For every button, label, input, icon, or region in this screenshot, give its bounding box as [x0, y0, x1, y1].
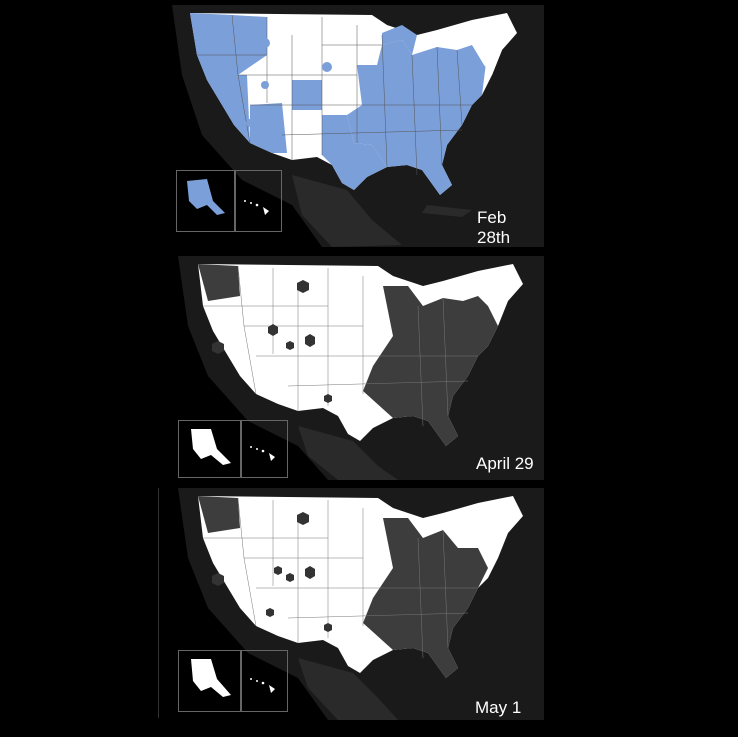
map-panel-may: May 1	[178, 488, 544, 720]
marker	[261, 81, 269, 89]
panel-caption: Feb 28th	[477, 208, 511, 247]
marker	[268, 324, 278, 336]
cuba-land	[422, 205, 472, 217]
marker	[322, 62, 332, 72]
inset-hawaii	[240, 650, 288, 712]
region-midwest	[382, 25, 417, 55]
region-southwest	[250, 103, 287, 153]
marker	[297, 280, 309, 293]
hawaii-icon	[250, 678, 275, 693]
inset-hawaii	[240, 420, 288, 478]
state-lines	[203, 497, 478, 659]
inset-alaska	[178, 650, 242, 712]
region-east	[363, 518, 488, 678]
marker	[286, 341, 294, 350]
us-map-feb	[172, 5, 544, 247]
region-east	[347, 40, 487, 195]
marker	[297, 512, 309, 525]
mexico-land	[292, 175, 402, 247]
alaska-icon	[191, 659, 231, 697]
map-panel-feb: Feb 28th	[172, 5, 544, 247]
us-map-apr	[178, 256, 544, 480]
state-lines	[203, 265, 478, 427]
mexico-land	[298, 658, 398, 720]
state-lines	[197, 14, 472, 176]
marker	[305, 566, 315, 579]
marker	[260, 38, 270, 48]
inset-alaska	[176, 170, 236, 232]
panel-caption: April 29	[476, 454, 534, 473]
region-north	[232, 15, 267, 75]
marker	[324, 394, 332, 403]
marker	[324, 623, 332, 632]
region-east	[363, 286, 498, 446]
region-northeast	[472, 25, 502, 75]
hawaii-icon	[244, 200, 269, 215]
marker	[212, 341, 224, 354]
mexico-land	[298, 426, 398, 480]
marker	[212, 573, 224, 586]
panel-caption: May 1	[475, 698, 522, 717]
marker	[266, 608, 274, 617]
inset-alaska	[178, 420, 242, 478]
alaska-icon	[191, 429, 231, 465]
us-map-may	[178, 488, 544, 720]
marker	[305, 334, 315, 347]
region-northwest	[198, 496, 240, 533]
inset-hawaii	[234, 170, 282, 232]
region-colorado	[292, 80, 322, 110]
marker	[246, 119, 254, 127]
marker	[274, 566, 282, 575]
map-panel-apr: April 29	[178, 256, 544, 480]
divider	[158, 488, 159, 718]
marker	[286, 573, 294, 582]
region-texas	[322, 115, 387, 190]
alaska-icon	[187, 179, 225, 215]
hawaii-icon	[250, 446, 275, 461]
region-northwest	[198, 264, 240, 301]
